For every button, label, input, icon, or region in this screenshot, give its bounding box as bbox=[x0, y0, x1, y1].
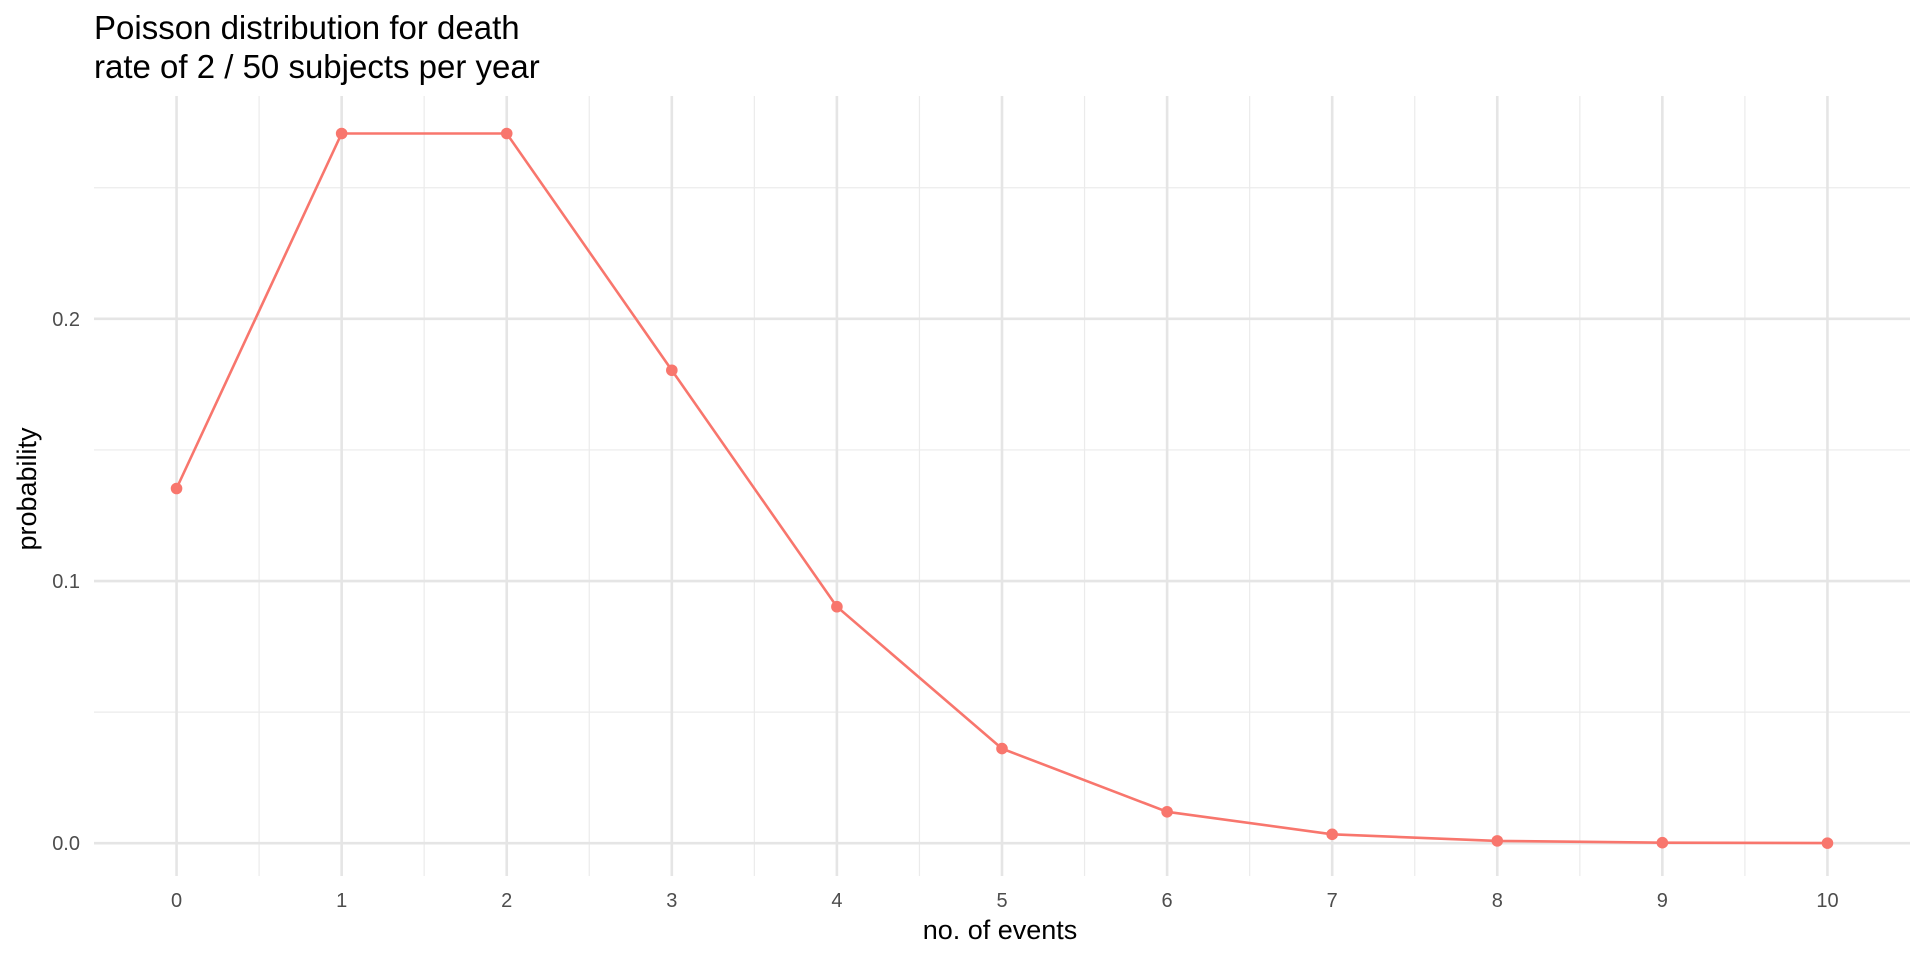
x-tick-label: 7 bbox=[1327, 890, 1338, 912]
x-tick-label: 2 bbox=[501, 890, 512, 912]
x-tick-label: 6 bbox=[1162, 890, 1173, 912]
x-tick-label: 8 bbox=[1492, 890, 1503, 912]
major-gridlines bbox=[94, 96, 1910, 876]
data-point bbox=[996, 742, 1008, 755]
y-tick-label: 0.1 bbox=[52, 571, 80, 593]
x-axis-tick-labels: 0 1 2 3 4 5 6 7 8 9 10 bbox=[171, 890, 1839, 912]
y-tick-label: 0.0 bbox=[52, 833, 80, 855]
x-tick-label: 5 bbox=[996, 890, 1007, 912]
series-probability bbox=[170, 127, 1834, 849]
x-tick-label: 0 bbox=[171, 890, 182, 912]
chart-title-line-2: rate of 2 / 50 subjects per year bbox=[94, 48, 540, 85]
data-point bbox=[1656, 836, 1669, 849]
y-tick-label: 0.2 bbox=[52, 309, 80, 331]
chart-title-line-1: Poisson distribution for death bbox=[94, 9, 520, 46]
data-point bbox=[500, 127, 513, 140]
data-point bbox=[1326, 828, 1338, 841]
data-point bbox=[1821, 837, 1834, 849]
x-axis-title: no. of events bbox=[923, 915, 1078, 945]
data-point bbox=[335, 127, 348, 140]
chart-title: Poisson distribution for death rate of 2 … bbox=[94, 8, 540, 86]
x-tick-label: 3 bbox=[666, 890, 677, 912]
data-point bbox=[1161, 805, 1173, 818]
y-axis-tick-labels: 0.0 0.1 0.2 bbox=[52, 309, 80, 855]
y-axis-title: probability bbox=[12, 427, 42, 551]
data-point bbox=[1491, 835, 1504, 847]
x-tick-label: 9 bbox=[1657, 890, 1668, 912]
data-point bbox=[170, 482, 183, 495]
x-tick-label: 4 bbox=[831, 890, 842, 912]
data-point bbox=[666, 364, 678, 377]
x-tick-label: 10 bbox=[1816, 890, 1838, 912]
data-point bbox=[831, 600, 843, 613]
x-tick-label: 1 bbox=[336, 890, 347, 912]
